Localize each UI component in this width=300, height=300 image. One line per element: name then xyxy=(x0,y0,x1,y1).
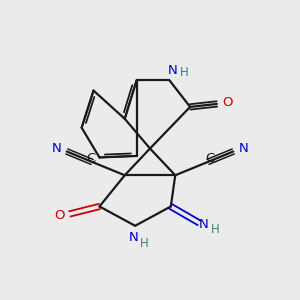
Text: N: N xyxy=(199,218,208,231)
Text: N: N xyxy=(167,64,177,77)
Text: H: H xyxy=(211,223,220,236)
Text: H: H xyxy=(180,66,189,79)
Text: H: H xyxy=(140,236,148,250)
Text: O: O xyxy=(222,96,232,109)
Text: C: C xyxy=(86,152,95,165)
Text: N: N xyxy=(239,142,248,155)
Text: O: O xyxy=(54,209,64,222)
Text: C: C xyxy=(205,152,214,165)
Text: N: N xyxy=(52,142,61,155)
Text: N: N xyxy=(129,231,139,244)
